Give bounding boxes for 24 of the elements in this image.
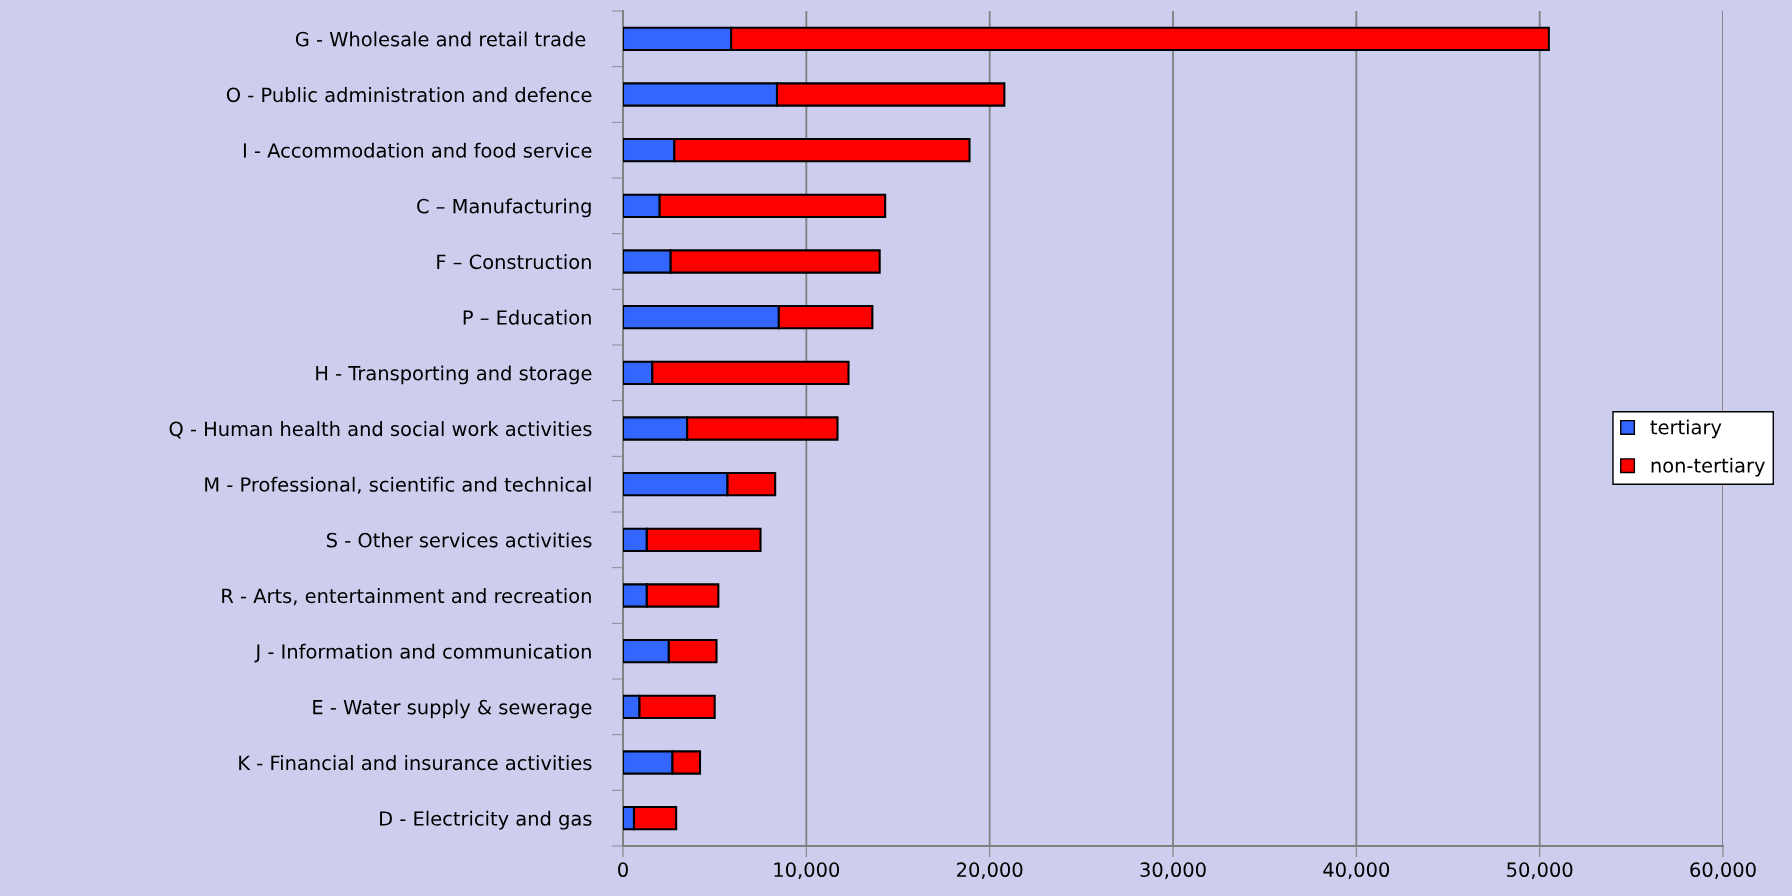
y-tick-label: C – Manufacturing [417, 198, 591, 218]
y-tick-label: M - Professional, scientific and technical [205, 476, 591, 494]
y-tick-label: E - Water supply & sewerage [313, 699, 592, 719]
x-tick-label: 0 [618, 862, 628, 878]
y-tick-label: P – Education [463, 309, 591, 325]
x-tick-label: 50,000 [1507, 862, 1573, 880]
x-tick-label: 10,000 [774, 862, 840, 880]
x-tick-label: 30,000 [1140, 862, 1206, 880]
y-tick-label: F – Construction [437, 254, 591, 270]
x-tick-label: 60,000 [1690, 862, 1756, 880]
y-tick-label: J - Information and communication [254, 643, 591, 663]
y-tick-label: R - Arts, entertainment and recreation [222, 588, 591, 606]
y-tick-label: S - Other services activities [326, 532, 592, 548]
y-tick-label: I - Accommodation and food service [243, 142, 592, 158]
y-tick-label: D - Electricity and gas [380, 810, 592, 830]
y-tick-label: Q - Human health and social work activities [169, 421, 592, 439]
y-tick-label: O - Public administration and defence [226, 87, 592, 103]
y-tick-label: G - Wholesale and retail trade [295, 31, 586, 47]
y-tick-label: K - Financial and insurance activities [239, 755, 592, 771]
x-tick-label: 20,000 [957, 862, 1023, 880]
y-tick-label: H - Transporting and storage [316, 365, 592, 385]
legend-label: non-tertiary [1651, 457, 1765, 477]
legend-label: tertiary [1650, 419, 1722, 439]
x-tick-label: 40,000 [1323, 862, 1390, 880]
